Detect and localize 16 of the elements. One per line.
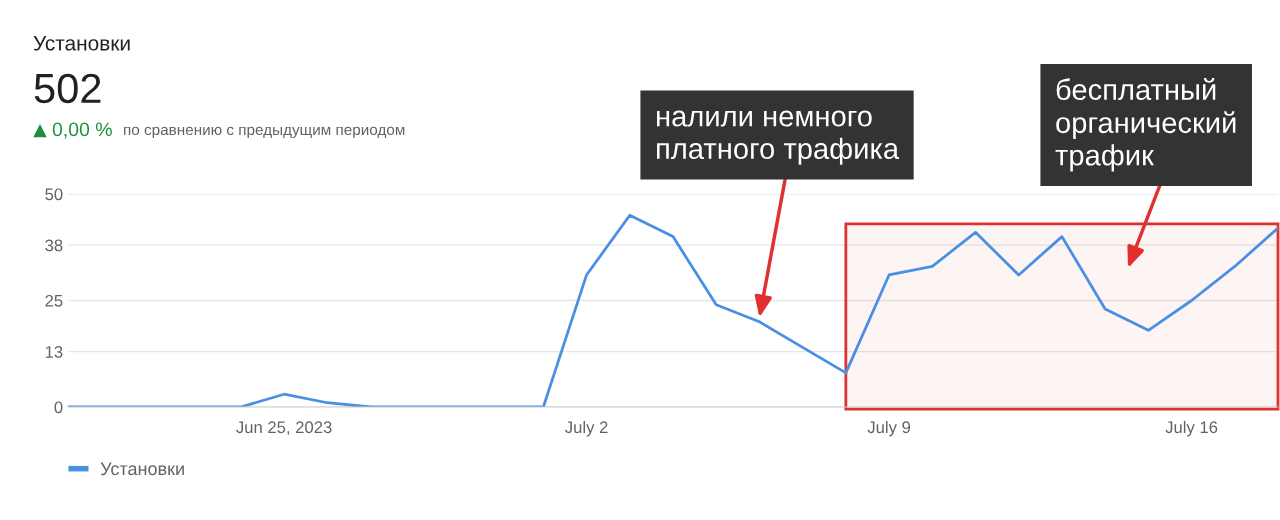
- legend-label: Установки: [100, 462, 184, 476]
- x-tick-label: Jun 25, 2023: [236, 421, 332, 436]
- x-tick-label: July 2: [565, 420, 608, 437]
- y-tick-label: 0: [54, 401, 63, 414]
- text: 0,00 %: [52, 122, 112, 139]
- y-tick-label: 25: [45, 294, 63, 307]
- y-tick-label: 13: [45, 346, 63, 358]
- chart-title: Установки: [33, 36, 130, 51]
- y-tick-label: 50: [45, 188, 63, 201]
- chart-subtitle: 502: [34, 73, 101, 104]
- text: по сравнению с предыдущим периодом: [124, 126, 405, 139]
- annotation: налили немного платного трафика: [657, 110, 900, 165]
- y-tick-label: 38: [45, 239, 63, 252]
- text: бесплатный органический трафик: [1055, 78, 1236, 172]
- x-tick-label: July 9: [867, 420, 911, 437]
- x-tick-label: July 16: [1165, 420, 1218, 437]
